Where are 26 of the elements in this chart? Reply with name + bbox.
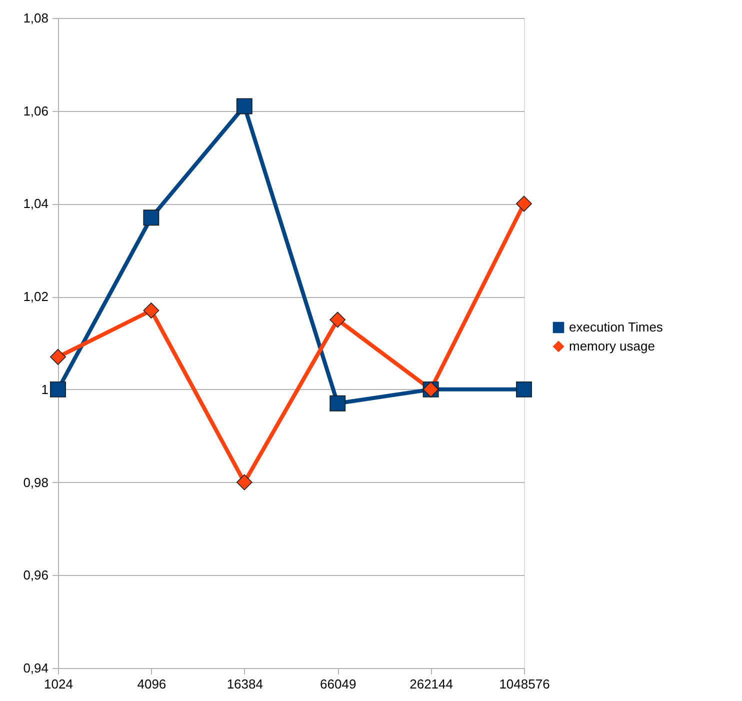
point [143, 302, 160, 318]
x-tick-label: 1048576 [499, 676, 550, 692]
y-tick-label: 0,96 [23, 568, 48, 583]
point [50, 381, 66, 398]
point [236, 98, 252, 114]
point [330, 395, 346, 412]
y-tick-label: 1,08 [23, 10, 48, 26]
x-tick-label: 66049 [320, 676, 356, 692]
x-tick-label: 262144 [410, 676, 453, 692]
legend-label: memory usage [569, 338, 655, 354]
point [330, 312, 346, 328]
y-tick-label: 1,06 [23, 103, 48, 118]
y-tick-label: 0,94 [23, 660, 48, 676]
point [516, 196, 532, 212]
y-tick-label: 1,04 [23, 196, 48, 212]
point [143, 210, 160, 226]
point [516, 381, 532, 398]
y-tick-label: 1,02 [23, 289, 48, 304]
x-tick-label: 16384 [226, 676, 263, 692]
point [50, 348, 66, 365]
x-tick-label: 4096 [137, 676, 166, 692]
point [236, 474, 252, 490]
legend-label: execution Times [569, 320, 664, 334]
y-tick-label: 0,98 [23, 474, 48, 490]
x-tick-label: 1024 [44, 676, 73, 692]
y-tick-label: 1 [41, 382, 48, 397]
